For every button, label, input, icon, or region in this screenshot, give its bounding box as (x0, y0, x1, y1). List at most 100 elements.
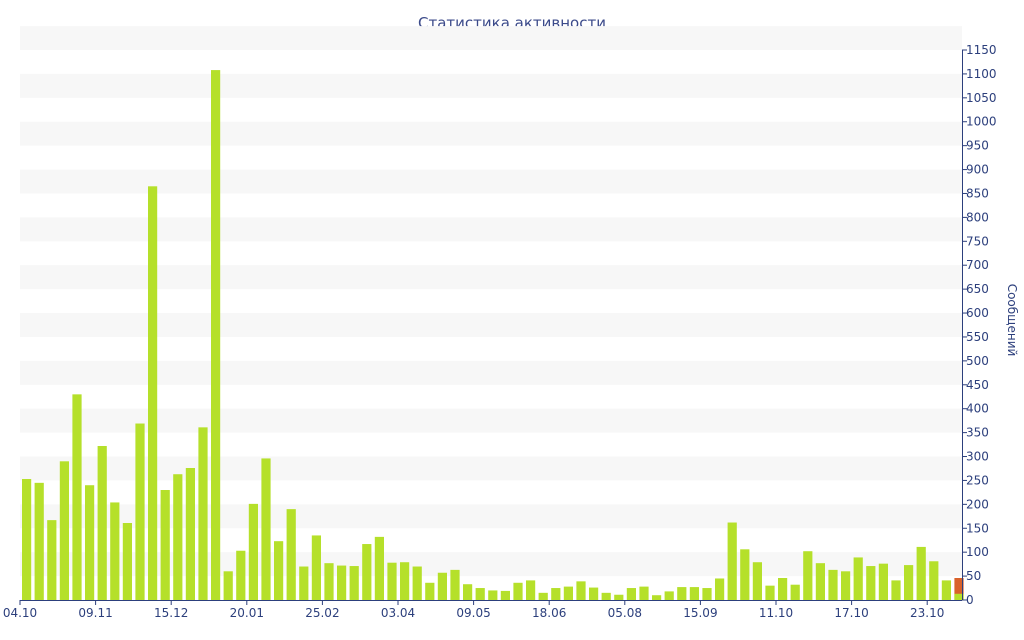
bar (135, 423, 145, 600)
bar (412, 566, 422, 600)
y-tick-label: 150 (966, 521, 989, 535)
bar (790, 584, 800, 600)
grid-band (20, 360, 962, 385)
y-tick-label: 100 (966, 545, 989, 559)
y-tick-label: 600 (966, 306, 989, 320)
bar (223, 571, 233, 600)
x-tick-label: 15.09 (683, 606, 717, 620)
bar (828, 569, 838, 600)
x-tick-label: 25.02 (305, 606, 339, 620)
x-tick-label: 03.04 (381, 606, 415, 620)
grid-band (20, 217, 962, 242)
y-tick-label: 350 (966, 426, 989, 440)
bar (148, 186, 158, 600)
bar (715, 578, 725, 600)
bar (349, 566, 359, 600)
bar-current (954, 578, 964, 600)
bar (740, 549, 750, 600)
bar (626, 588, 636, 600)
bar (878, 563, 888, 600)
bar (916, 546, 926, 600)
bar (904, 565, 914, 600)
y-tick-label: 200 (966, 497, 989, 511)
y-tick-label: 0 (966, 593, 974, 607)
bar (110, 502, 120, 600)
bar (563, 586, 573, 600)
grid-band (20, 73, 962, 98)
bar (400, 562, 410, 600)
bar (513, 582, 523, 600)
grid-band (20, 121, 962, 146)
bar (211, 70, 221, 600)
bar (765, 585, 775, 600)
x-tick-label: 11.10 (759, 606, 793, 620)
bar (815, 563, 825, 600)
bar (72, 394, 82, 600)
y-tick-label: 450 (966, 378, 989, 392)
y-tick-label: 400 (966, 402, 989, 416)
bar (589, 587, 599, 600)
bar (160, 490, 170, 600)
bar (538, 592, 548, 600)
y-axis-label: Сообщений (1005, 284, 1019, 357)
bar (437, 572, 447, 600)
bar (248, 503, 258, 600)
bar (727, 522, 737, 600)
y-tick-label: 500 (966, 354, 989, 368)
bar (311, 535, 321, 600)
bar (463, 584, 473, 600)
bar (778, 578, 788, 600)
bar (274, 541, 284, 600)
y-tick-label: 750 (966, 234, 989, 248)
grid-band (20, 265, 962, 290)
x-tick-label: 20.01 (230, 606, 264, 620)
grid-band (20, 169, 962, 194)
bar (475, 588, 485, 600)
bar (236, 550, 246, 600)
bar (286, 509, 296, 600)
y-tick-label: 700 (966, 258, 989, 272)
x-tick-label: 09.11 (78, 606, 112, 620)
bar (576, 581, 586, 600)
bar (97, 446, 107, 600)
x-tick-label: 04.10 (3, 606, 37, 620)
bar (664, 591, 674, 600)
bar (299, 566, 309, 600)
bar (374, 536, 384, 600)
bar (803, 551, 813, 600)
y-tick-label: 650 (966, 282, 989, 296)
bar (752, 562, 762, 600)
y-tick-label: 1000 (966, 115, 997, 129)
bar (198, 427, 208, 600)
bar (425, 582, 435, 600)
bar (324, 563, 334, 600)
bar (639, 586, 649, 600)
bar (677, 587, 687, 600)
bar (841, 571, 851, 600)
bar (941, 580, 951, 600)
y-tick-label: 1100 (966, 67, 997, 81)
bar (387, 562, 397, 600)
y-tick-label: 800 (966, 210, 989, 224)
bar (702, 588, 712, 600)
bar (866, 566, 876, 600)
grid-band (20, 408, 962, 433)
bar (185, 468, 195, 600)
bar (488, 590, 498, 600)
bar (929, 561, 939, 600)
bar (526, 580, 536, 600)
bar (450, 569, 460, 600)
bar (551, 588, 561, 600)
y-tick-label: 250 (966, 473, 989, 487)
bar (173, 474, 183, 600)
y-tick-label: 300 (966, 450, 989, 464)
bar (601, 592, 611, 600)
grid-band (20, 313, 962, 337)
bar (500, 590, 510, 600)
bar (652, 595, 662, 600)
y-tick-label: 550 (966, 330, 989, 344)
x-tick-label: 17.10 (834, 606, 868, 620)
grid-band (20, 456, 962, 481)
